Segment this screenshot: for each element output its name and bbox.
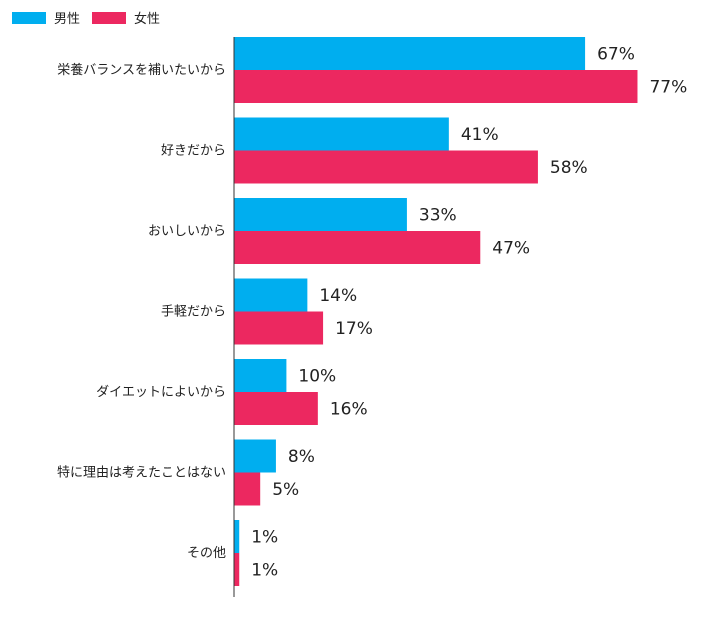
value-label-male-2: 33%	[419, 206, 457, 226]
legend: 男性 女性	[12, 8, 172, 27]
value-label-male-5: 8%	[288, 447, 315, 467]
value-label-male-3: 14%	[319, 286, 357, 306]
value-label-male-4: 10%	[298, 367, 336, 387]
legend-swatch-female	[92, 11, 127, 24]
bar-female-0	[234, 70, 638, 103]
value-label-female-2: 47%	[492, 239, 530, 259]
category-label-1: 好きだから	[161, 144, 226, 159]
bar-female-1	[234, 150, 538, 184]
category-label-4: ダイエットによいから	[96, 385, 226, 400]
bar-male-3	[234, 278, 308, 312]
value-label-female-1: 58%	[550, 158, 588, 178]
category-label-2: おいしいから	[148, 224, 226, 239]
value-label-female-5: 5%	[272, 480, 299, 500]
bar-male-6	[234, 520, 240, 553]
legend-item-male: 男性	[12, 8, 80, 27]
bar-male-1	[234, 117, 449, 151]
bar-male-0	[234, 37, 586, 70]
legend-item-female: 女性	[92, 8, 160, 27]
category-label-3: 手軽だから	[161, 305, 226, 320]
bar-female-2	[234, 231, 481, 264]
value-label-female-4: 16%	[330, 400, 368, 420]
bar-female-3	[234, 311, 324, 345]
value-label-female-6: 1%	[251, 561, 278, 581]
legend-label-female: 女性	[134, 12, 161, 27]
bar-male-4	[234, 359, 287, 392]
bar-male-2	[234, 198, 407, 231]
value-label-male-0: 67%	[597, 45, 635, 65]
value-label-female-3: 17%	[335, 319, 373, 339]
legend-swatch-male	[12, 11, 46, 24]
value-label-female-0: 77%	[649, 78, 687, 98]
legend-label-male: 男性	[54, 12, 81, 27]
bar-male-5	[234, 439, 276, 473]
category-label-6: その他	[187, 546, 226, 561]
value-label-male-6: 1%	[251, 528, 278, 548]
bar-female-5	[234, 472, 261, 506]
category-label-5: 特に理由は考えたことはない	[57, 466, 226, 481]
value-label-male-1: 41%	[461, 125, 499, 145]
category-label-0: 栄養バランスを補いたいから	[57, 62, 226, 78]
bar-female-4	[234, 392, 318, 425]
bar-female-6	[234, 553, 240, 586]
